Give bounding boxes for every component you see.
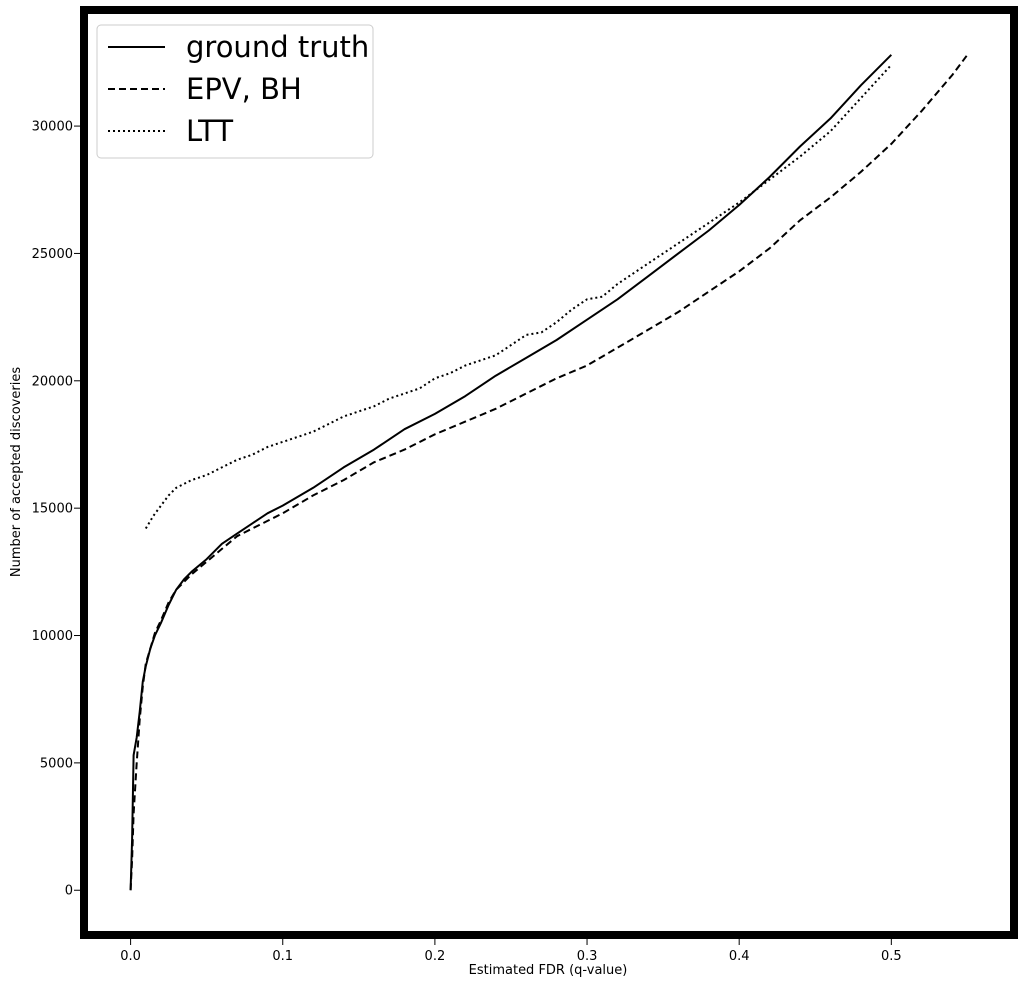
y-tick-label: 5000 [40,756,73,771]
y-tick-label: 30000 [32,120,73,135]
x-tick-label: 0.5 [881,949,902,964]
x-tick-label: 0.2 [425,949,446,964]
series-line-ltt [144,64,893,530]
x-tick-label: 0.1 [272,949,293,964]
y-axis-label: Number of accepted discoveries [9,367,24,577]
y-tick-label: 0 [65,884,73,899]
series-lines [129,54,969,891]
x-tick-label: 0.0 [120,949,141,964]
plot-area-frame [80,6,1018,939]
x-tick-label: 0.3 [577,949,598,964]
x-tick-label: 0.4 [729,949,750,964]
y-tick-label: 25000 [32,247,73,262]
y-tick-label: 15000 [32,502,73,517]
legend-label-ground-truth: ground truth [186,30,369,64]
legend: ground truth EPV, BH LTT [96,24,374,159]
x-axis-label: Estimated FDR (q-value) [469,963,628,978]
y-tick-label: 10000 [32,629,73,644]
y-tick-label: 20000 [32,374,73,389]
legend-label-ltt: LTT [186,114,233,148]
series-line-epv-bh [129,54,969,891]
legend-label-epv-bh: EPV, BH [186,72,302,106]
y-axis-ticks: 0 5000 10000 15000 20000 25000 30000 [32,120,80,899]
x-axis-ticks: 0.0 0.1 0.2 0.3 0.4 0.5 [120,939,902,964]
legend-box [96,24,374,159]
